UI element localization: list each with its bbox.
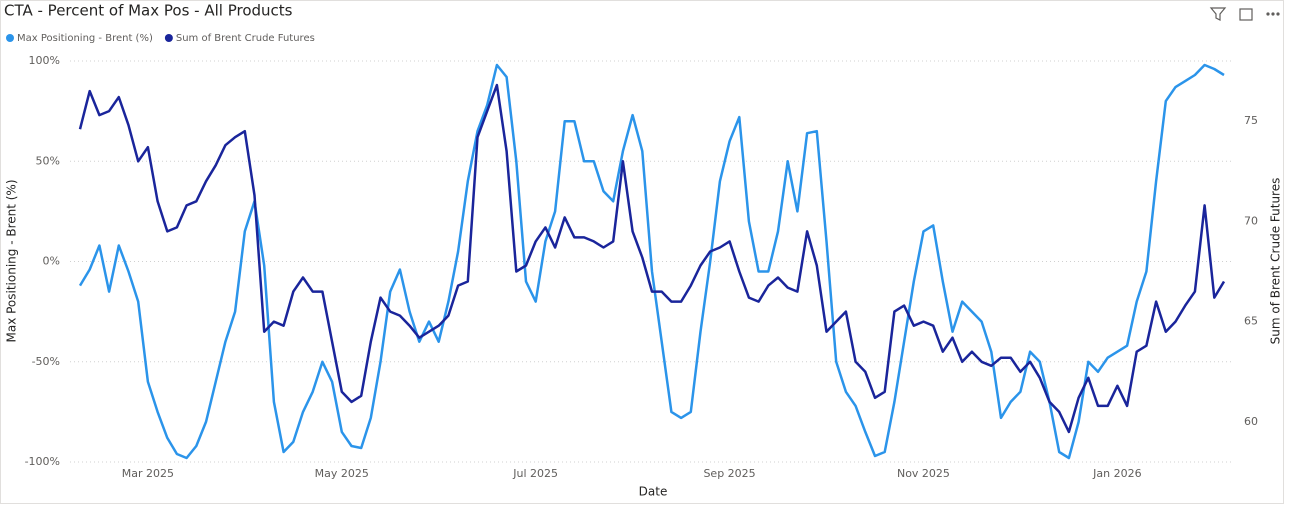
legend-marker (6, 34, 14, 42)
line-series (78, 83, 1226, 434)
more-icon[interactable] (1271, 12, 1275, 16)
chart-title: CTA - Percent of Max Pos - All Products (4, 2, 293, 20)
y-tick-label: -100% (25, 455, 60, 468)
toolbar[interactable] (1209, 7, 1280, 21)
y-tick-label: -50% (32, 355, 60, 368)
x-axis-title: Date (639, 485, 668, 499)
more-icon[interactable] (1266, 12, 1270, 16)
y-tick-label: 0% (43, 255, 60, 268)
legend-label: Sum of Brent Crude Futures (176, 33, 315, 44)
y-tick-label: 100% (29, 54, 60, 67)
line-series (78, 63, 1225, 460)
y-tick-label: 50% (36, 154, 60, 167)
x-tick-label: Jan 2026 (1092, 467, 1141, 480)
y2-tick-label: 60 (1244, 415, 1258, 428)
x-tick-label: Jul 2025 (512, 467, 558, 480)
y2-tick-label: 65 (1244, 315, 1258, 328)
filter-icon[interactable] (1209, 7, 1227, 21)
x-tick-label: Mar 2025 (122, 467, 174, 480)
y2-tick-label: 70 (1244, 214, 1258, 227)
legend-marker (164, 34, 173, 42)
y-axis-title: Max Positioning - Brent (%) (5, 179, 19, 342)
x-tick-label: May 2025 (315, 467, 369, 480)
focus-icon[interactable] (1239, 8, 1253, 21)
y2-tick-label: 75 (1244, 114, 1258, 127)
legend-label: Max Positioning - Brent (%) (17, 33, 153, 44)
x-tick-label: Sep 2025 (703, 467, 755, 480)
more-icon[interactable] (1276, 12, 1280, 16)
y2-axis-title: Sum of Brent Crude Futures (1269, 178, 1283, 345)
x-tick-label: Nov 2025 (897, 467, 950, 480)
